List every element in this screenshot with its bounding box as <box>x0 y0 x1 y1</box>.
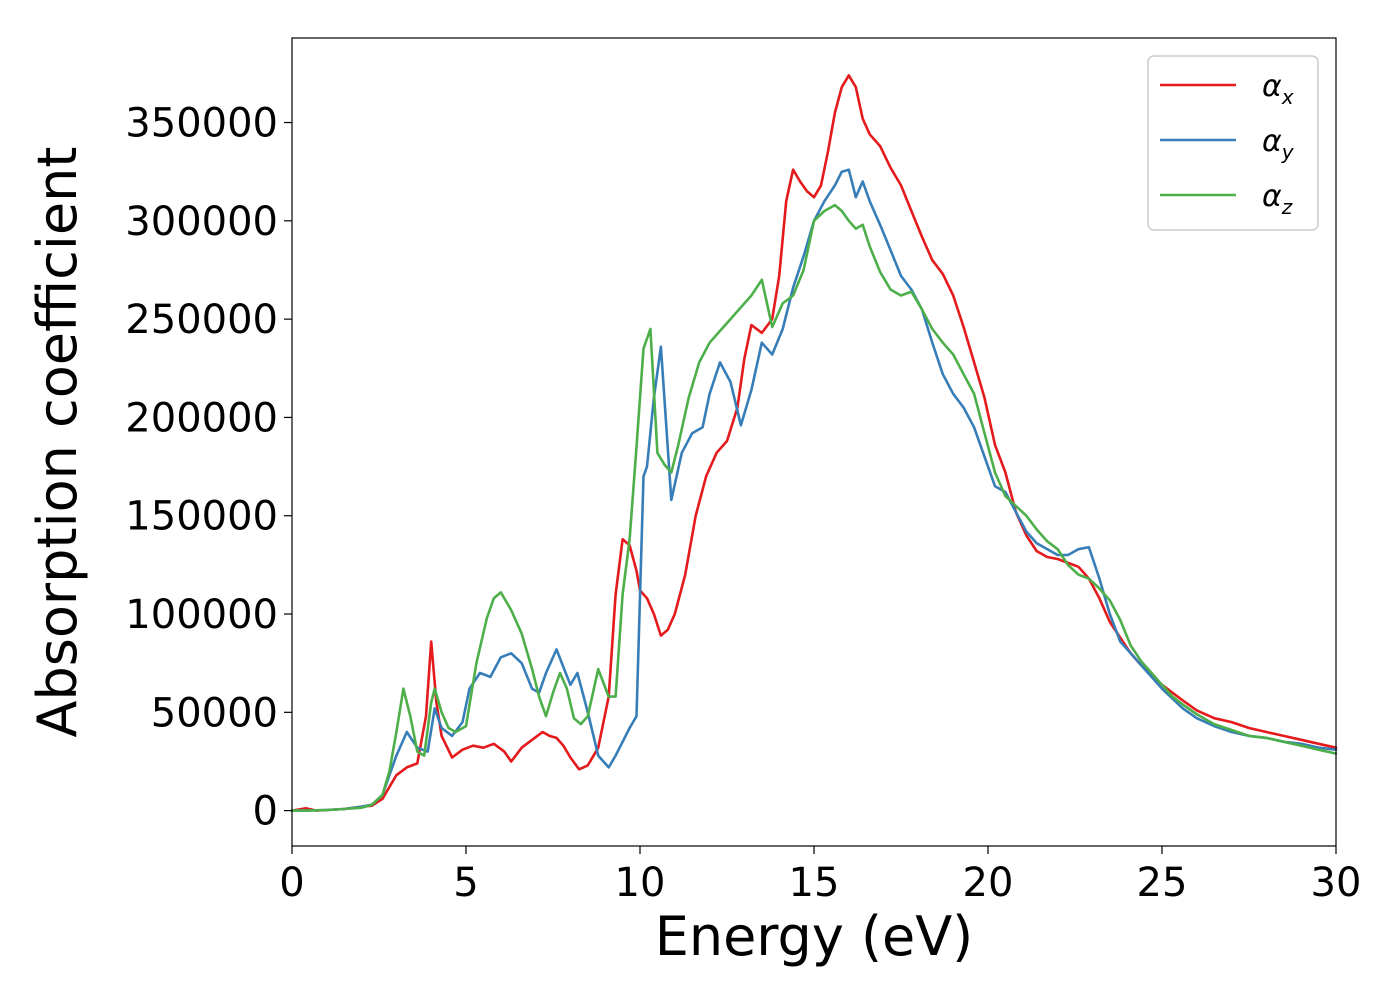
series-line-z <box>290 203 1338 812</box>
series-line-x <box>290 74 1338 812</box>
plot-frame <box>291 37 1337 847</box>
y-axis-ticks: 0 50000 100000 150000 200000 250000 300000 3500… <box>125 101 292 835</box>
y-axis-title: Absorption coefficient <box>26 147 89 738</box>
y-tick-label: 150000 <box>125 494 278 540</box>
x-tick-label: 30 <box>1311 860 1362 906</box>
y-tick-label: 200000 <box>125 395 278 441</box>
legend-label-y: αy <box>1262 124 1295 164</box>
x-tick-label: 15 <box>789 860 840 906</box>
legend-subscript: z <box>1281 195 1293 219</box>
legend-box <box>1147 55 1319 231</box>
legend-label-z: αz <box>1262 179 1293 219</box>
x-axis-title: Energy (eV) <box>655 905 974 968</box>
legend-symbol: α <box>1262 179 1282 214</box>
legend-label-x: αx <box>1262 69 1294 109</box>
x-tick-label: 25 <box>1137 860 1188 906</box>
legend-symbol: α <box>1262 124 1282 159</box>
series-line-y <box>290 168 1338 812</box>
y-tick-label: 50000 <box>151 690 278 736</box>
y-tick-label: 250000 <box>125 297 278 343</box>
x-tick-label: 0 <box>279 860 304 906</box>
y-tick-label: 100000 <box>125 592 278 638</box>
legend-subscript: x <box>1281 85 1294 109</box>
x-tick-label: 5 <box>453 860 478 906</box>
legend-symbol: α <box>1262 69 1282 104</box>
x-tick-label: 20 <box>963 860 1014 906</box>
y-tick-label: 0 <box>253 789 278 835</box>
x-tick-label: 10 <box>615 860 666 906</box>
x-axis-ticks: 0 5 10 15 20 25 30 <box>279 846 1361 906</box>
y-tick-label: 350000 <box>125 101 278 147</box>
legend-subscript: y <box>1281 140 1295 164</box>
y-tick-label: 300000 <box>125 199 278 245</box>
series-layer <box>290 74 1338 812</box>
